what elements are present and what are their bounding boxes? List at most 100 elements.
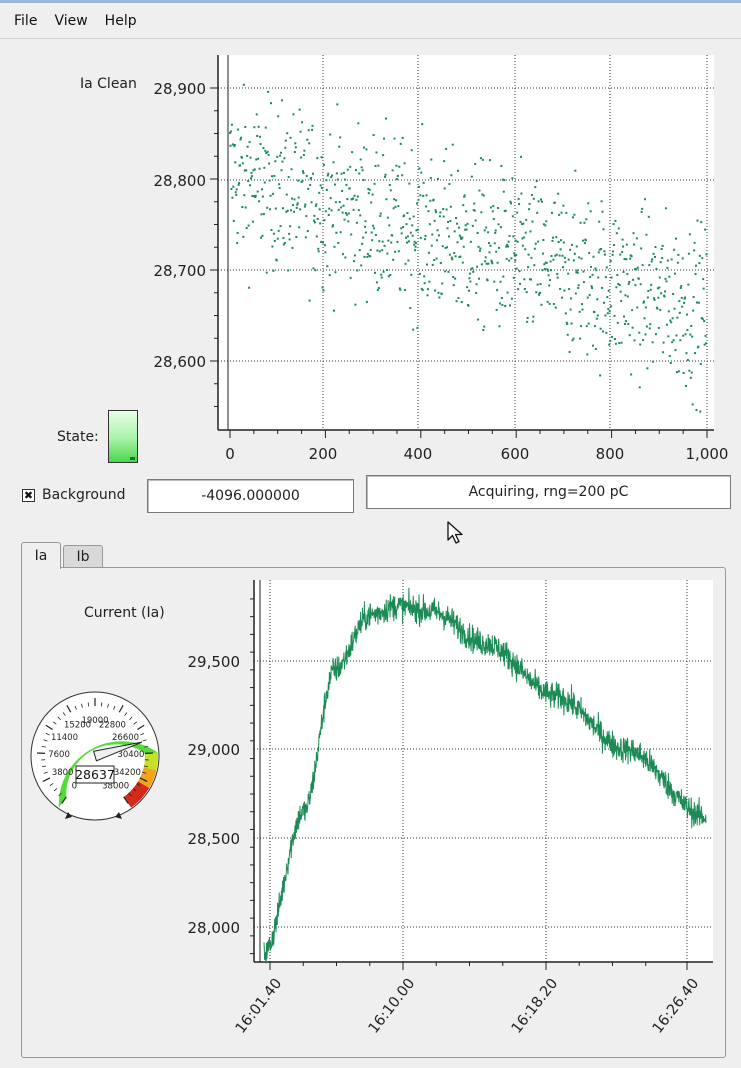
data-point bbox=[602, 228, 605, 231]
data-point bbox=[333, 183, 336, 186]
data-point bbox=[564, 312, 567, 315]
data-point bbox=[616, 274, 619, 277]
data-point bbox=[652, 252, 655, 255]
data-point bbox=[482, 194, 485, 197]
data-point bbox=[343, 218, 346, 221]
data-point bbox=[418, 167, 421, 170]
data-point bbox=[257, 157, 260, 160]
data-point bbox=[658, 276, 661, 279]
data-point bbox=[447, 235, 450, 238]
data-point bbox=[602, 330, 605, 333]
data-point bbox=[610, 305, 613, 308]
data-point bbox=[608, 343, 611, 346]
data-point bbox=[597, 276, 600, 279]
data-point bbox=[543, 268, 546, 271]
data-point bbox=[285, 193, 288, 196]
data-point bbox=[265, 271, 268, 274]
data-point bbox=[657, 326, 660, 329]
data-point bbox=[444, 270, 447, 273]
data-point bbox=[408, 217, 411, 220]
data-point bbox=[529, 230, 532, 233]
data-point bbox=[410, 273, 413, 276]
data-point bbox=[558, 213, 561, 216]
data-point bbox=[396, 174, 399, 177]
data-point bbox=[417, 198, 420, 201]
data-point bbox=[562, 241, 565, 244]
data-point bbox=[286, 132, 289, 135]
data-point bbox=[492, 205, 495, 208]
tab-ib[interactable]: Ib bbox=[63, 545, 103, 568]
mouse-cursor-icon bbox=[447, 521, 463, 544]
data-point bbox=[538, 293, 541, 296]
data-point bbox=[370, 201, 373, 204]
data-point bbox=[555, 236, 558, 239]
data-point bbox=[304, 236, 307, 239]
data-point bbox=[392, 258, 395, 261]
data-point bbox=[533, 247, 536, 250]
data-point bbox=[364, 220, 367, 223]
data-point bbox=[431, 263, 434, 266]
data-point bbox=[589, 210, 592, 213]
data-point bbox=[365, 300, 368, 303]
background-value-field[interactable]: -4096.000000 bbox=[147, 479, 354, 513]
data-point bbox=[255, 113, 258, 116]
data-point bbox=[426, 294, 429, 297]
data-point bbox=[293, 151, 296, 154]
data-point bbox=[340, 206, 343, 209]
data-point bbox=[669, 361, 672, 364]
data-point bbox=[388, 224, 391, 227]
data-point bbox=[646, 367, 649, 370]
x-tick-label: 16:26.40 bbox=[650, 976, 703, 1037]
data-point bbox=[343, 171, 346, 174]
data-point bbox=[537, 240, 540, 243]
data-point bbox=[618, 284, 621, 287]
data-point bbox=[354, 303, 357, 306]
data-point bbox=[278, 183, 281, 186]
data-point bbox=[241, 206, 244, 209]
data-point bbox=[436, 239, 439, 242]
data-point bbox=[382, 270, 385, 273]
data-point bbox=[446, 221, 449, 224]
data-point bbox=[609, 260, 612, 263]
data-point bbox=[279, 154, 282, 157]
data-point bbox=[622, 270, 625, 273]
data-point bbox=[572, 259, 575, 262]
data-point bbox=[373, 227, 376, 230]
menu-help[interactable]: Help bbox=[104, 12, 137, 29]
scatter-chart-ia-clean[interactable]: 0 200 400 600 800 1,000 28,900 28,800 28,700 28,6… bbox=[140, 50, 730, 475]
data-point bbox=[320, 240, 323, 243]
data-point bbox=[412, 328, 415, 331]
data-point bbox=[305, 215, 308, 218]
x-tick-label: 200 bbox=[309, 445, 338, 463]
gauge-yellow-band bbox=[143, 752, 158, 771]
data-point bbox=[400, 227, 403, 230]
data-point bbox=[527, 253, 530, 256]
data-point bbox=[338, 145, 341, 148]
menu-view[interactable]: View bbox=[54, 12, 88, 29]
data-point bbox=[476, 265, 479, 268]
data-point bbox=[483, 229, 486, 232]
data-point bbox=[497, 223, 500, 226]
data-point bbox=[557, 192, 560, 195]
data-point bbox=[354, 169, 357, 172]
data-point bbox=[574, 292, 577, 295]
data-point bbox=[255, 158, 258, 161]
tab-ia[interactable]: Ia bbox=[21, 542, 61, 569]
gauge-tick bbox=[62, 712, 66, 716]
data-point bbox=[300, 180, 303, 183]
menu-file[interactable]: File bbox=[14, 12, 38, 29]
data-point bbox=[551, 236, 554, 239]
data-point bbox=[621, 238, 624, 241]
data-point bbox=[263, 166, 266, 169]
data-point bbox=[238, 182, 241, 185]
data-point bbox=[308, 299, 311, 302]
background-checkbox[interactable]: ✖ bbox=[22, 489, 35, 502]
line-chart-current-ia[interactable]: 29,500 29,000 28,500 28,000 16:01.40 16:10.00… bbox=[150, 570, 720, 1055]
data-point bbox=[424, 238, 427, 241]
data-point bbox=[472, 270, 475, 273]
data-point bbox=[240, 156, 243, 159]
data-point bbox=[363, 225, 366, 228]
data-point bbox=[337, 208, 340, 211]
data-point bbox=[533, 264, 536, 267]
gauge-tick bbox=[66, 704, 72, 713]
